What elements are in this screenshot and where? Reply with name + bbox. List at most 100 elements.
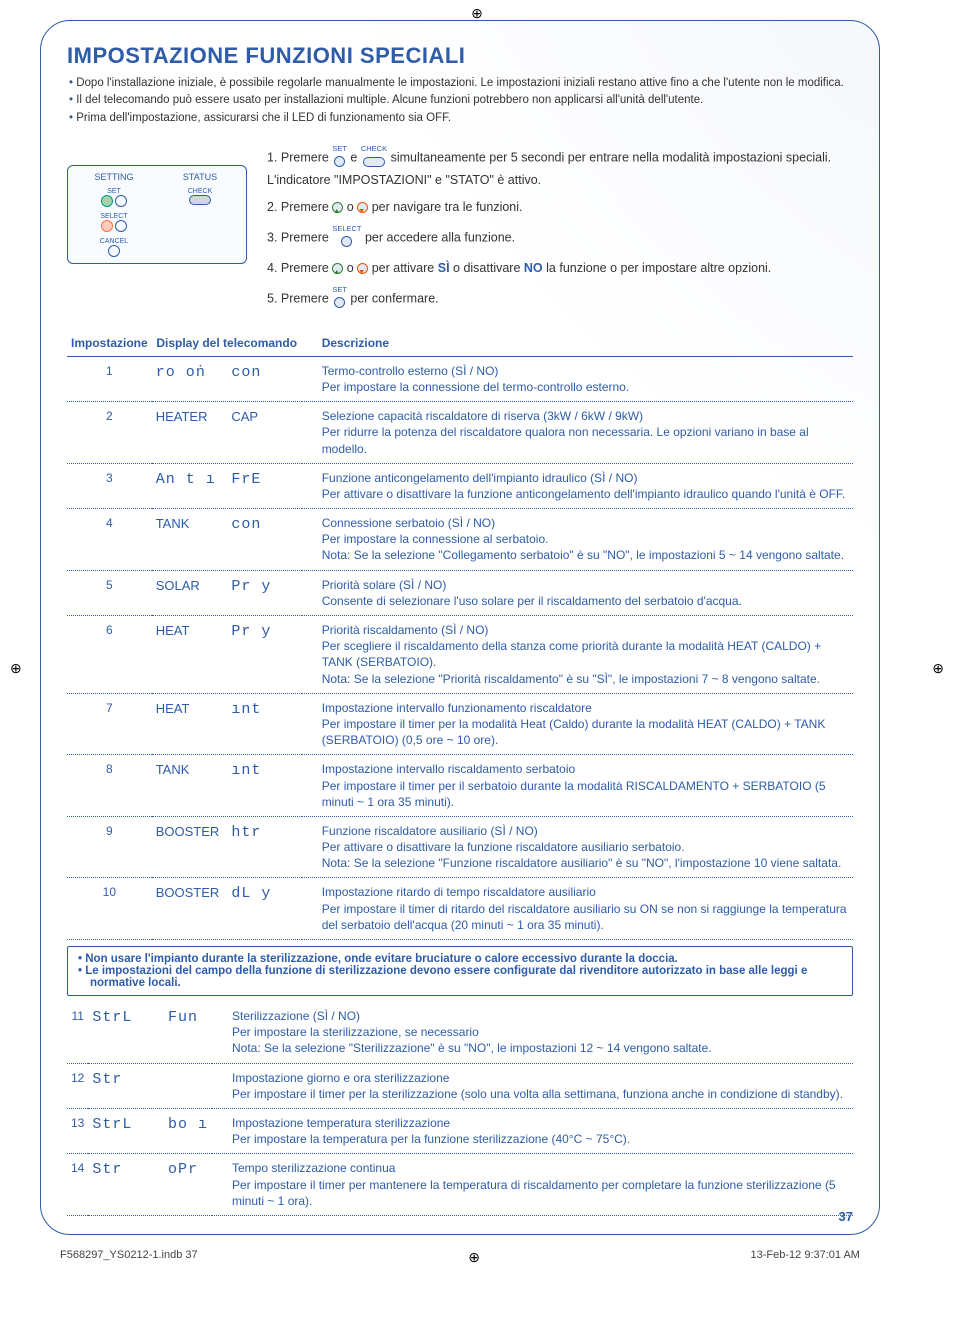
row-display: StrL bo ı: [88, 1108, 212, 1153]
steps-list: 1. Premere SET e CHECK simultaneamente p…: [267, 145, 853, 320]
remote-select-label: SELECT: [100, 213, 127, 220]
remote-cancel-label: CANCEL: [100, 238, 128, 245]
row-display: StrL Fun: [88, 1002, 212, 1063]
page-frame: IMPOSTAZIONE FUNZIONI SPECIALI Dopo l'in…: [40, 20, 880, 1235]
row-description: Sterilizzazione (SÌ / NO) Per impostare …: [212, 1002, 853, 1063]
intro-bullet: Dopo l'installazione iniziale, è possibi…: [81, 75, 853, 92]
row-number: 10: [67, 878, 152, 940]
registration-mark-bottom: ⊕: [468, 1249, 480, 1266]
settings-table: Impostazione Display del telecomando Des…: [67, 332, 853, 940]
step-text: 4. Premere: [267, 261, 332, 275]
step-text: 1. Premere: [267, 150, 332, 164]
step-text: o disattivare: [453, 261, 524, 275]
row-description: Impostazione giorno e ora sterilizzazion…: [212, 1063, 853, 1108]
remote-col-setting: SETTING: [74, 172, 154, 182]
step-1: 1. Premere SET e CHECK simultaneamente p…: [267, 145, 853, 190]
step-text: o: [347, 200, 357, 214]
step-text: e: [350, 150, 360, 164]
th-descrizione: Descrizione: [302, 332, 853, 357]
step-text: 2. Premere: [267, 200, 332, 214]
table-row: 9BOOSTER htrFunzione riscaldatore ausili…: [67, 816, 853, 878]
intro-list: Dopo l'installazione iniziale, è possibi…: [67, 75, 853, 127]
row-display: TANK con: [152, 509, 302, 571]
row-number: 8: [67, 755, 152, 817]
warning-bullet: Le impostazioni del campo della funzione…: [90, 965, 842, 989]
row-number: 2: [67, 402, 152, 464]
page-footer: F568297_YS0212-1.indb 37 ⊕ 13-Feb-12 9:3…: [40, 1249, 880, 1276]
row-display: ro oṅ con: [152, 356, 302, 401]
row-description: Tempo sterilizzazione continua Per impos…: [212, 1154, 853, 1216]
table-row: 12Str Impostazione giorno e ora steriliz…: [67, 1063, 853, 1108]
row-display: HEAT ınt: [152, 693, 302, 755]
table-row: 4TANK conConnessione serbatoio (SÌ / NO)…: [67, 509, 853, 571]
row-description: Impostazione ritardo di tempo riscaldato…: [302, 878, 853, 940]
row-number: 11: [67, 1002, 88, 1063]
step-text: per navigare tra le funzioni.: [372, 200, 523, 214]
row-number: 3: [67, 463, 152, 508]
step-text: la funzione o per impostare altre opzion…: [546, 261, 771, 275]
step-4: 4. Premere o per attivare SÌ o disattiva…: [267, 259, 853, 278]
step-text: per confermare.: [350, 291, 438, 305]
check-button-icon: [363, 157, 385, 167]
row-number: 14: [67, 1154, 88, 1216]
row-description: Selezione capacità riscaldatore di riser…: [302, 402, 853, 464]
table-row: 10BOOSTER dL yImpostazione ritardo di te…: [67, 878, 853, 940]
row-display: Str oPr: [88, 1154, 212, 1216]
set-button-icon: [115, 195, 127, 207]
set-label: SET: [332, 286, 347, 294]
row-display: Str: [88, 1063, 212, 1108]
th-display: Display del telecomando: [152, 332, 302, 357]
intro-bullet: Il del telecomando può essere usato per …: [81, 92, 853, 109]
step-text: per accedere alla funzione.: [365, 230, 515, 244]
row-description: Priorità solare (SÌ / NO) Consente di se…: [302, 570, 853, 615]
row-description: Priorità riscaldamento (SÌ / NO) Per sce…: [302, 616, 853, 694]
remote-set-label: SET: [107, 188, 121, 195]
row-number: 9: [67, 816, 152, 878]
warning-box: Non usare l'impianto durante la steriliz…: [67, 946, 853, 996]
select-label: SELECT: [332, 225, 361, 233]
remote-check-label: CHECK: [188, 188, 213, 195]
table-row: 5SOLAR Pr yPriorità solare (SÌ / NO) Con…: [67, 570, 853, 615]
registration-mark-left: ⊕: [10, 660, 22, 677]
table-row: 14Str oPrTempo sterilizzazione continua …: [67, 1154, 853, 1216]
footer-left: F568297_YS0212-1.indb 37: [60, 1249, 198, 1266]
up-arrow-icon: [332, 263, 343, 274]
remote-diagram: SETTING STATUS SET CHECK SELECT CANCEL: [67, 145, 247, 320]
up-arrow-icon: [101, 195, 113, 207]
set-label: SET: [332, 145, 347, 153]
up-arrow-icon: [332, 202, 343, 213]
row-number: 1: [67, 356, 152, 401]
step-text: 3. Premere: [267, 230, 332, 244]
set-button-icon: [334, 156, 345, 167]
step-text: per attivare: [372, 261, 438, 275]
row-number: 13: [67, 1108, 88, 1153]
th-impostazione: Impostazione: [67, 332, 152, 357]
table-row: 13StrL bo ıImpostazione temperatura ster…: [67, 1108, 853, 1153]
step-text: 5. Premere: [267, 291, 332, 305]
row-description: Impostazione temperatura sterilizzazione…: [212, 1108, 853, 1153]
table-row: 11StrL FunSterilizzazione (SÌ / NO) Per …: [67, 1002, 853, 1063]
settings-table-2: 11StrL FunSterilizzazione (SÌ / NO) Per …: [67, 1002, 853, 1216]
step-bold-no: NO: [524, 261, 543, 275]
table-row: 1ro oṅ conTermo-controllo esterno (SÌ / …: [67, 356, 853, 401]
row-description: Funzione riscaldatore ausiliario (SÌ / N…: [302, 816, 853, 878]
row-description: Connessione serbatoio (SÌ / NO) Per impo…: [302, 509, 853, 571]
set-button-icon: [334, 297, 345, 308]
row-number: 6: [67, 616, 152, 694]
table-row: 2HEATER CAPSelezione capacità riscaldato…: [67, 402, 853, 464]
check-label: CHECK: [361, 145, 387, 153]
step-3: 3. Premere SELECT per accedere alla funz…: [267, 225, 853, 251]
row-display: HEAT Pr y: [152, 616, 302, 694]
registration-mark-right: ⊕: [932, 660, 944, 677]
intro-bullet: Prima dell'impostazione, assicurarsi che…: [81, 110, 853, 127]
down-arrow-icon: [357, 202, 368, 213]
warning-bullet: Non usare l'impianto durante la steriliz…: [90, 953, 842, 965]
row-display: An t ı FrE: [152, 463, 302, 508]
step-2: 2. Premere o per navigare tra le funzion…: [267, 198, 853, 217]
remote-col-status: STATUS: [160, 172, 240, 182]
row-number: 5: [67, 570, 152, 615]
check-button-icon: [189, 195, 211, 205]
row-display: TANK ınt: [152, 755, 302, 817]
row-description: Impostazione intervallo funzionamento ri…: [302, 693, 853, 755]
page-title: IMPOSTAZIONE FUNZIONI SPECIALI: [67, 43, 853, 69]
